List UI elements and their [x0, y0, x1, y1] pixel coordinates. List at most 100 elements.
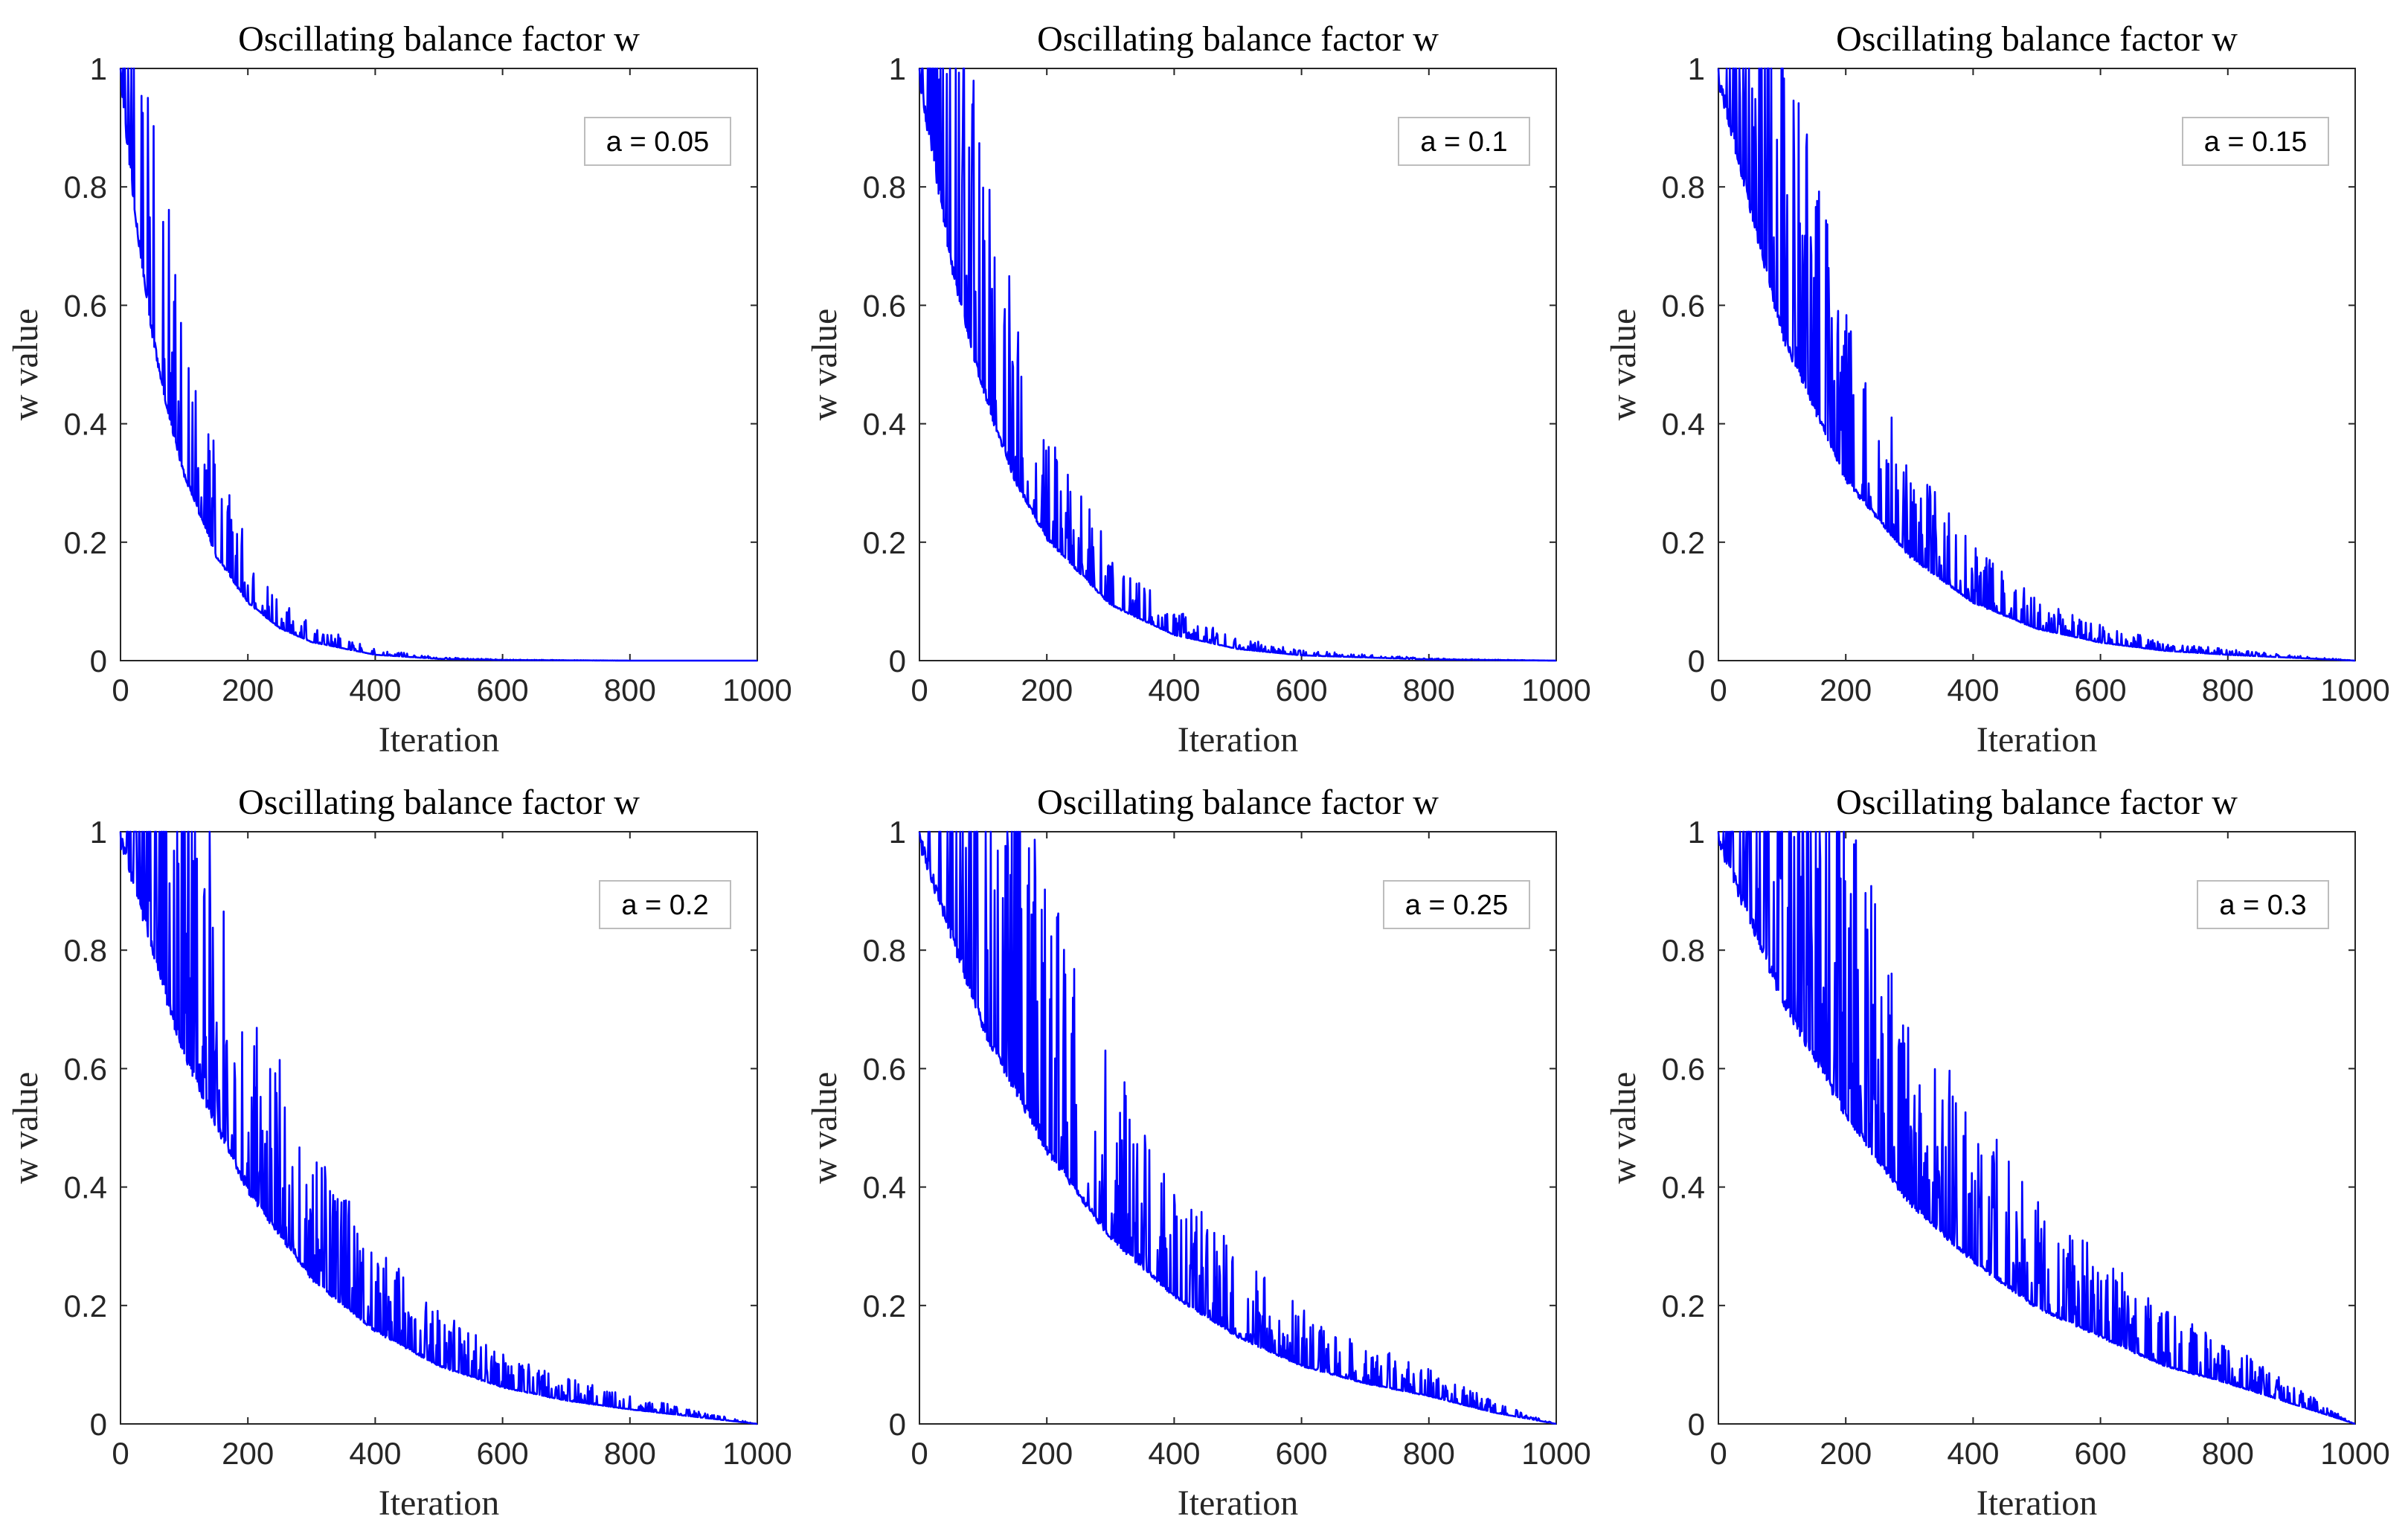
y-tick-label: 0.4: [1662, 407, 1705, 442]
x-tick-label: 0: [1709, 1436, 1727, 1471]
x-tick-label: 0: [112, 673, 129, 707]
chart-title: Oscillating balance factor w: [238, 19, 640, 59]
series-line: [918, 67, 1557, 662]
x-tick-label: 400: [1947, 673, 1999, 707]
x-tick-label: 400: [1148, 1436, 1200, 1471]
y-tick-label: 0.4: [1662, 1170, 1705, 1205]
y-tick-label: 0.6: [1662, 288, 1705, 323]
y-tick-label: 0.2: [863, 1289, 906, 1323]
x-tick-label: 400: [1947, 1436, 1999, 1471]
x-tick-label: 400: [349, 673, 401, 707]
y-tick-label: 0.8: [863, 170, 906, 205]
x-tick-label: 800: [1403, 1436, 1455, 1471]
x-tick-label: 200: [1021, 1436, 1073, 1471]
x-tick-label: 800: [1403, 673, 1455, 707]
x-tick-label: 400: [1148, 673, 1200, 707]
x-axis-label: Iteration: [1178, 720, 1299, 760]
legend-label: a = 0.25: [1405, 890, 1508, 921]
legend-box: [1398, 117, 1530, 166]
x-tick-label: 800: [604, 673, 656, 707]
x-tick-label: 1000: [2320, 1436, 2389, 1471]
y-axis-label: w value: [6, 1072, 45, 1184]
y-tick-label: 0.2: [64, 1289, 107, 1323]
x-tick-label: 600: [477, 1436, 529, 1471]
y-tick-label: 0.8: [1662, 933, 1705, 968]
series-line: [1717, 830, 2356, 1425]
y-tick-label: 0.8: [64, 170, 107, 205]
subplot-3: 0 200 400 600 800 1000 0 0.2 0.4 0.6 0.8 1 Oscillati…: [1604, 19, 2390, 760]
x-tick-label: 600: [477, 673, 529, 707]
y-tick-label: 0: [1688, 1407, 1705, 1442]
x-tick-label: 200: [1820, 673, 1872, 707]
y-tick-label: 0.8: [1662, 170, 1705, 205]
y-tick-label: 1: [90, 51, 107, 86]
x-tick-label: 1000: [722, 1436, 792, 1471]
series-line: [1717, 67, 2356, 662]
y-tick-label: 1: [1688, 51, 1705, 86]
chart-title: Oscillating balance factor w: [1836, 783, 2238, 822]
subplot-1: 0 200 400 600 800 1000 0 0.2 0.4 0.6 0.8 1 Oscillati…: [6, 19, 792, 760]
y-axis-label: w value: [805, 1072, 844, 1184]
x-axis-label: Iteration: [1977, 1483, 2098, 1523]
x-tick-label: 0: [911, 1436, 928, 1471]
y-tick-label: 0.4: [64, 1170, 107, 1205]
x-axis-label: Iteration: [379, 720, 500, 760]
chart-title: Oscillating balance factor w: [1836, 19, 2238, 59]
chart-title: Oscillating balance factor w: [238, 783, 640, 822]
legend-box: [599, 880, 731, 929]
x-tick-label: 200: [1021, 673, 1073, 707]
x-axis-label: Iteration: [379, 1483, 500, 1523]
x-tick-label: 1000: [1521, 1436, 1590, 1471]
legend: a = 0.2: [599, 880, 731, 929]
y-tick-label: 0.8: [863, 933, 906, 968]
legend-label: a = 0.1: [1420, 126, 1507, 158]
legend: a = 0.1: [1398, 117, 1530, 166]
x-tick-label: 400: [349, 1436, 401, 1471]
x-tick-label: 0: [911, 673, 928, 707]
y-axis-label: w value: [805, 309, 844, 421]
x-tick-label: 1000: [2320, 673, 2389, 707]
subplot-2: 0 200 400 600 800 1000 0 0.2 0.4 0.6 0.8 1 Oscillati…: [805, 19, 1591, 760]
y-tick-label: 0.6: [64, 1051, 107, 1086]
y-tick-label: 0: [90, 1407, 107, 1442]
y-tick-label: 0.8: [64, 933, 107, 968]
y-tick-label: 0.6: [863, 288, 906, 323]
x-tick-label: 200: [1820, 1436, 1872, 1471]
y-tick-label: 0.2: [863, 525, 906, 560]
x-tick-label: 1000: [1521, 673, 1590, 707]
legend-box: [2197, 880, 2329, 929]
y-tick-label: 1: [889, 51, 906, 86]
y-tick-label: 0.4: [64, 407, 107, 442]
y-tick-label: 0: [889, 644, 906, 678]
legend-label: a = 0.2: [621, 890, 708, 921]
x-tick-label: 600: [1276, 673, 1328, 707]
subplot-5: 0 200 400 600 800 1000 0 0.2 0.4 0.6 0.8 1 Oscillati…: [805, 783, 1591, 1523]
x-axis-label: Iteration: [1977, 720, 2098, 760]
x-tick-label: 600: [1276, 1436, 1328, 1471]
plot-frame: [120, 68, 758, 661]
y-tick-label: 0: [889, 1407, 906, 1442]
series-line: [119, 67, 758, 662]
y-axis-label: w value: [1604, 309, 1643, 421]
x-tick-label: 800: [2202, 1436, 2254, 1471]
legend-label: a = 0.15: [2204, 126, 2307, 158]
legend-box: [584, 117, 731, 166]
x-axis-label: Iteration: [1178, 1483, 1299, 1523]
subplot-6: 0 200 400 600 800 1000 0 0.2 0.4 0.6 0.8 1 Oscillati…: [1604, 783, 2390, 1523]
plot-frame: [1718, 831, 2356, 1425]
y-tick-label: 1: [889, 815, 906, 850]
y-tick-label: 1: [1688, 815, 1705, 850]
y-tick-label: 0: [1688, 644, 1705, 678]
chart-title: Oscillating balance factor w: [1037, 783, 1439, 822]
legend: a = 0.15: [2182, 117, 2329, 166]
y-axis-label: w value: [6, 309, 45, 421]
x-tick-label: 200: [222, 673, 274, 707]
x-tick-label: 800: [604, 1436, 656, 1471]
legend-label: a = 0.3: [2219, 890, 2306, 921]
y-tick-label: 0.6: [64, 288, 107, 323]
x-tick-label: 0: [1709, 673, 1727, 707]
x-tick-label: 0: [112, 1436, 129, 1471]
y-tick-label: 0.6: [863, 1051, 906, 1086]
x-tick-label: 600: [2075, 1436, 2127, 1471]
